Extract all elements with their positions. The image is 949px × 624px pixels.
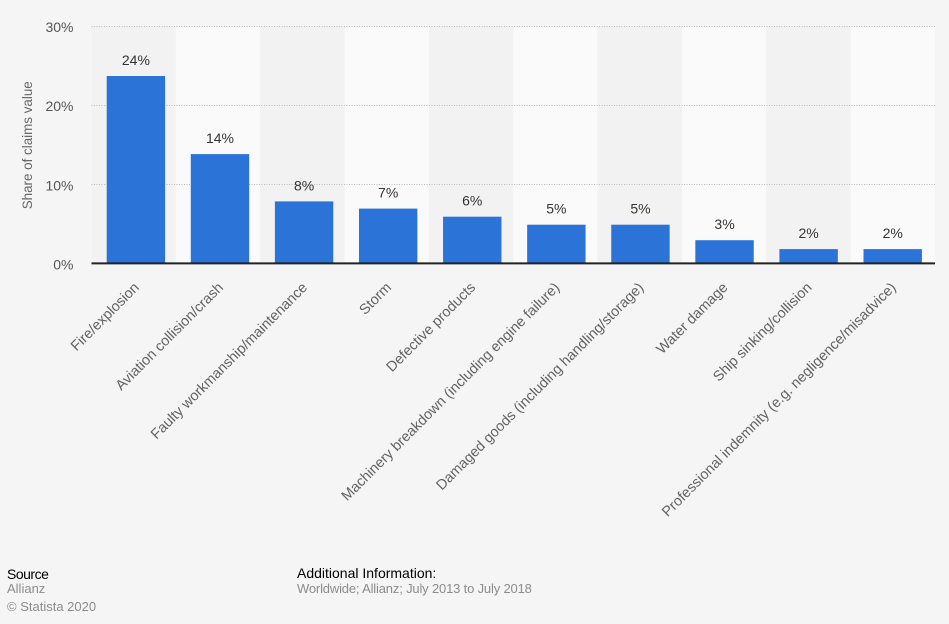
- svg-text:10%: 10%: [45, 177, 73, 193]
- svg-text:6%: 6%: [462, 193, 482, 209]
- svg-text:20%: 20%: [45, 98, 73, 114]
- svg-text:0%: 0%: [53, 256, 73, 272]
- svg-text:5%: 5%: [630, 201, 650, 217]
- svg-text:Water damage: Water damage: [654, 280, 732, 358]
- svg-text:30%: 30%: [45, 19, 73, 35]
- svg-text:5%: 5%: [546, 201, 566, 217]
- svg-text:8%: 8%: [294, 177, 314, 193]
- svg-text:7%: 7%: [378, 185, 398, 201]
- svg-text:2%: 2%: [799, 225, 819, 241]
- svg-text:Defective products: Defective products: [383, 280, 479, 376]
- svg-text:Storm: Storm: [357, 280, 395, 318]
- svg-text:2%: 2%: [883, 225, 903, 241]
- svg-text:Share of claims value: Share of claims value: [20, 81, 35, 209]
- svg-text:3%: 3%: [714, 216, 734, 232]
- svg-text:Faulty workmanship/maintenance: Faulty workmanship/maintenance: [148, 280, 311, 443]
- svg-text:Fire/explosion: Fire/explosion: [68, 280, 143, 355]
- svg-text:24%: 24%: [122, 52, 150, 68]
- svg-text:14%: 14%: [206, 130, 234, 146]
